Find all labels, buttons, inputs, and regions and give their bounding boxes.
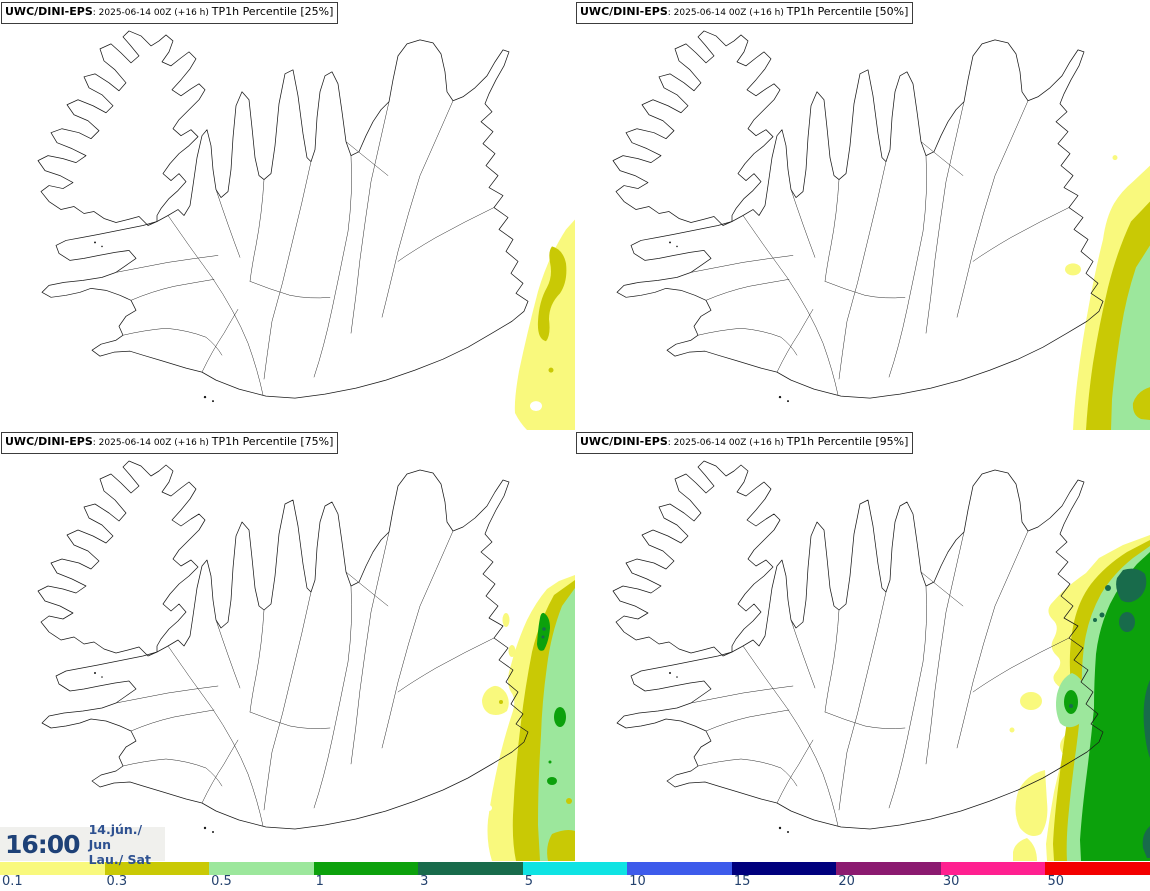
panel-title-95: UWC/DINI-EPS: 2025-06-14 00Z (+16 h) TP1… bbox=[576, 432, 914, 454]
run-separator: : bbox=[667, 8, 674, 18]
colorbar-label: 15 bbox=[733, 874, 751, 889]
colorbar-segment bbox=[418, 862, 523, 875]
colorbar-label: 5 bbox=[524, 874, 533, 889]
product-name: TP1h Percentile bbox=[786, 5, 876, 18]
valid-time-clock: 16:00 bbox=[5, 829, 81, 859]
product-name: TP1h Percentile bbox=[786, 435, 876, 448]
colorbar-segment bbox=[1045, 862, 1150, 875]
percentile-value: [50%] bbox=[875, 5, 909, 18]
panel-title-75: UWC/DINI-EPS: 2025-06-14 00Z (+16 h) TP1… bbox=[1, 432, 339, 454]
colorbar-segment bbox=[731, 862, 837, 875]
panel-title-25: UWC/DINI-EPS: 2025-06-14 00Z (+16 h) TP1… bbox=[1, 2, 339, 24]
map-panel-95: UWC/DINI-EPS: 2025-06-14 00Z (+16 h) TP1… bbox=[575, 430, 1150, 861]
colorbar-label: 1 bbox=[315, 874, 324, 889]
valid-date-line1: 14.jún./ Jun bbox=[88, 821, 143, 852]
precip-overlay-50 bbox=[1065, 155, 1150, 430]
model-name: UWC/DINI-EPS bbox=[580, 435, 668, 448]
percentile-value: [95%] bbox=[875, 435, 909, 448]
colorbar-label: 10 bbox=[629, 874, 646, 889]
map-panel-25: UWC/DINI-EPS: 2025-06-14 00Z (+16 h) TP1… bbox=[0, 0, 575, 430]
valid-time-block: 16:00 14.jún./ Jun Lau./ Sat bbox=[0, 822, 165, 867]
colorbar-labels: 0.1 0.3 0.5 1 3 5 10 15 20 30 50 bbox=[0, 874, 1150, 891]
colorbar-segment bbox=[627, 862, 732, 875]
panel-title-50: UWC/DINI-EPS: 2025-06-14 00Z (+16 h) TP1… bbox=[576, 2, 914, 24]
colorbar-label: 0.5 bbox=[211, 874, 232, 889]
model-name: UWC/DINI-EPS bbox=[5, 435, 93, 448]
colorbar-segment bbox=[0, 862, 105, 875]
colorbar-segment bbox=[940, 862, 1046, 875]
map-panel-50: UWC/DINI-EPS: 2025-06-14 00Z (+16 h) TP1… bbox=[575, 0, 1150, 430]
model-name: UWC/DINI-EPS bbox=[580, 5, 668, 18]
product-name: TP1h Percentile bbox=[211, 435, 301, 448]
colorbar-segment bbox=[836, 862, 941, 875]
precip-overlay-75 bbox=[482, 575, 575, 861]
colorbar-segment bbox=[104, 862, 210, 875]
colorbar-label: 50 bbox=[1047, 874, 1064, 889]
colorbar-label: 30 bbox=[942, 874, 960, 889]
colorbar-label: 0.3 bbox=[106, 874, 128, 889]
run-separator: : bbox=[667, 438, 674, 448]
colorbar-label: 0.1 bbox=[2, 874, 23, 889]
product-name: TP1h Percentile bbox=[211, 5, 301, 18]
precipitation-colorbar: 0.1 0.3 0.5 1 3 5 10 15 20 30 50 bbox=[0, 862, 1150, 891]
colorbar-label: 3 bbox=[420, 874, 429, 889]
iceland-map-95 bbox=[612, 442, 1150, 861]
colorbar-segments bbox=[0, 862, 1150, 875]
precip-overlay-25 bbox=[514, 219, 575, 430]
colorbar-segment bbox=[522, 862, 628, 875]
model-name: UWC/DINI-EPS bbox=[5, 5, 93, 18]
map-panel-75: UWC/DINI-EPS: 2025-06-14 00Z (+16 h) TP1… bbox=[0, 430, 575, 861]
colorbar-segment bbox=[209, 862, 314, 875]
run-time: 2025-06-14 00Z (+16 h) bbox=[673, 438, 787, 448]
iceland-map-25 bbox=[37, 12, 575, 430]
run-time: 2025-06-14 00Z (+16 h) bbox=[98, 438, 212, 448]
run-separator: : bbox=[92, 438, 99, 448]
colorbar-segment bbox=[313, 862, 419, 875]
run-time: 2025-06-14 00Z (+16 h) bbox=[673, 8, 787, 18]
valid-date: 14.jún./ Jun Lau./ Sat bbox=[89, 822, 165, 867]
run-separator: : bbox=[92, 8, 99, 18]
precip-overlay-95 bbox=[1009, 535, 1150, 861]
iceland-map-50 bbox=[612, 12, 1150, 430]
percentile-value: [75%] bbox=[300, 435, 334, 448]
colorbar-label: 20 bbox=[838, 874, 855, 889]
percentile-value: [25%] bbox=[300, 5, 334, 18]
valid-date-line2: Lau./ Sat bbox=[88, 851, 151, 867]
iceland-map-75 bbox=[37, 442, 575, 861]
run-time: 2025-06-14 00Z (+16 h) bbox=[98, 8, 212, 18]
